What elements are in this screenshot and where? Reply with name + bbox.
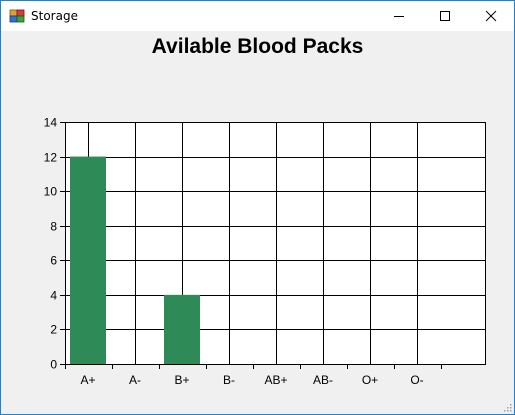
y-tick-label: 0 <box>50 358 57 372</box>
y-tick-label: 8 <box>50 220 57 234</box>
x-tick-label: A+ <box>80 373 95 387</box>
x-tick-label: B+ <box>174 373 189 387</box>
close-icon <box>485 10 497 22</box>
y-tick-label: 10 <box>44 185 58 199</box>
window-title: Storage <box>31 9 78 23</box>
maximize-icon <box>440 11 450 21</box>
bar-A+ <box>70 156 106 364</box>
bar-chart: 0 2 4 6 8 10 12 14 A+ A- B+ B- AB+ AB- O+ O- <box>44 116 486 387</box>
y-tick-label: 14 <box>44 116 58 130</box>
minimize-button[interactable] <box>376 1 422 31</box>
title-bar[interactable]: Storage <box>1 1 514 31</box>
window-client-area: Avilable Blood Packs 0 2 4 6 8 10 12 14 A+ A- B+ B-… <box>1 31 514 414</box>
plot-area <box>65 122 485 364</box>
y-tick-label: 12 <box>44 151 58 165</box>
app-icon <box>9 9 25 23</box>
plot-border <box>65 122 486 365</box>
chart-title: Avilable Blood Packs <box>151 35 364 58</box>
x-tick-label: A- <box>129 373 141 387</box>
x-tick-label: AB+ <box>264 373 287 387</box>
y-tick-label: 6 <box>50 254 57 268</box>
y-tick-label: 2 <box>50 323 57 337</box>
maximize-button[interactable] <box>422 1 468 31</box>
x-tick-label: B- <box>223 373 235 387</box>
resize-grip-icon[interactable] <box>502 402 512 412</box>
y-tick-label: 4 <box>50 289 57 303</box>
x-tick-label: O- <box>410 373 423 387</box>
minimize-icon <box>394 16 404 17</box>
x-tick-label: AB- <box>313 373 333 387</box>
bar-B+ <box>164 294 200 364</box>
x-tick-label: O+ <box>362 373 378 387</box>
close-button[interactable] <box>468 1 514 31</box>
